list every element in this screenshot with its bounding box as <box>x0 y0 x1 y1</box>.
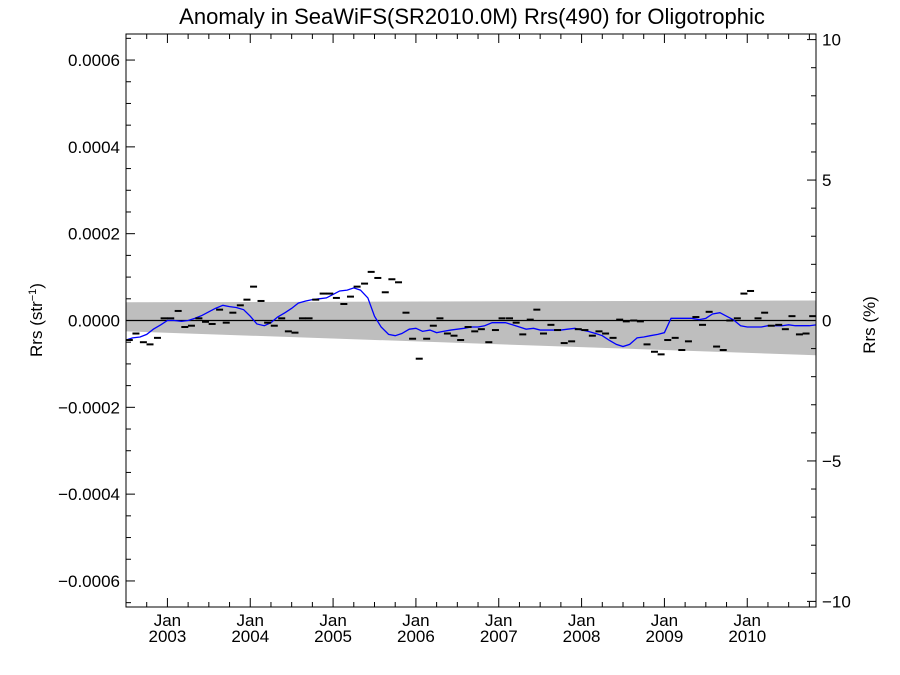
y-axis-label: Rrs (str−1) <box>27 283 46 357</box>
x-tick-month-label: Jan <box>485 611 512 630</box>
chart-title: Anomaly in SeaWiFS(SR2010.0M) Rrs(490) f… <box>179 4 765 29</box>
x-tick-year-label: 2005 <box>314 627 352 646</box>
x-tick-month-label: Jan <box>651 611 678 630</box>
y2-tick-label: −10 <box>822 592 851 611</box>
x-tick-year-label: 2004 <box>231 627 269 646</box>
x-tick-year-label: 2006 <box>397 627 435 646</box>
y-tick-label: 0.0000 <box>68 312 120 331</box>
y2-axis-label: Rrs (%) <box>860 296 879 354</box>
y-tick-label: 0.0004 <box>68 138 120 157</box>
y-tick-label: 0.0002 <box>68 225 120 244</box>
x-tick-month-label: Jan <box>734 611 761 630</box>
tick-labels-layer: 0.0006 0.0004 0.0002 0.0000 −0.0002 −0.0004 −0… <box>58 31 851 646</box>
monthly-points-layer <box>125 270 817 360</box>
y-tick-label: 0.0006 <box>68 51 120 70</box>
y2-tick-label: 0 <box>822 312 831 331</box>
x-tick-year-label: 2008 <box>563 627 601 646</box>
y-axis-label-superscript: −1 <box>27 289 39 302</box>
y2-tick-label: 10 <box>822 31 841 50</box>
y-axis-label-close: ) <box>27 283 46 289</box>
x-tick-month-label: Jan <box>237 611 264 630</box>
ticks-layer <box>125 34 816 607</box>
y-tick-label: −0.0006 <box>58 572 120 591</box>
y2-tick-label: −5 <box>822 452 841 471</box>
y2-tick-label: 5 <box>822 171 831 190</box>
x-tick-year-label: 2009 <box>646 627 684 646</box>
y-axis-label-base: Rrs (str <box>27 301 46 357</box>
x-tick-month-label: Jan <box>402 611 429 630</box>
y-tick-label: −0.0004 <box>58 485 120 504</box>
x-tick-year-label: 2010 <box>728 627 766 646</box>
x-tick-year-label: 2003 <box>149 627 187 646</box>
y-tick-label: −0.0002 <box>58 398 120 417</box>
x-tick-month-label: Jan <box>154 611 181 630</box>
x-tick-month-label: Jan <box>319 611 346 630</box>
x-tick-month-label: Jan <box>568 611 595 630</box>
x-tick-year-label: 2007 <box>480 627 518 646</box>
